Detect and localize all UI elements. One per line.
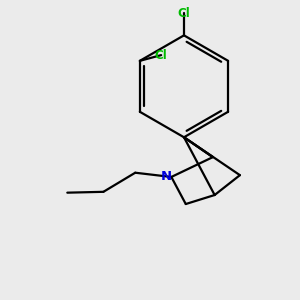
Text: Cl: Cl [155, 49, 167, 62]
Text: N: N [160, 170, 171, 184]
Text: Cl: Cl [178, 7, 190, 20]
